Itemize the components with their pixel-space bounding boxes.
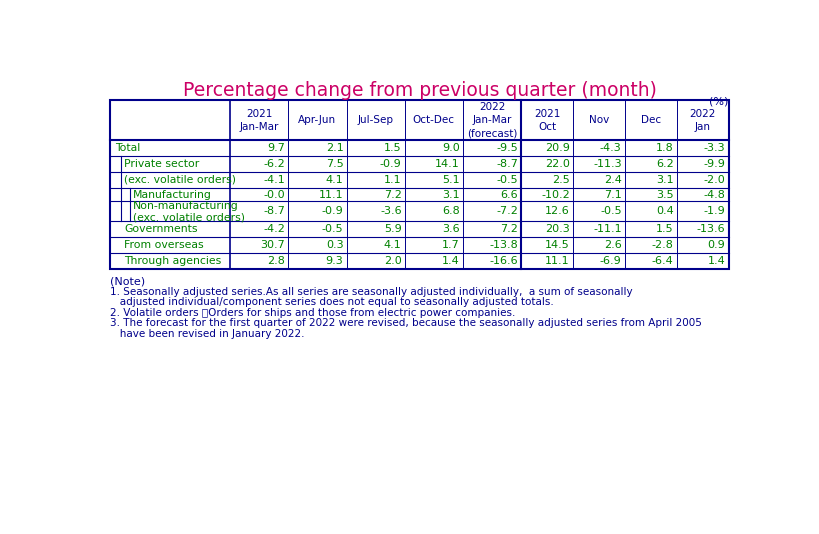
Text: 9.3: 9.3	[326, 256, 343, 266]
Text: -9.9: -9.9	[704, 159, 726, 169]
Text: 2022
Jan: 2022 Jan	[690, 109, 716, 132]
Text: (%): (%)	[709, 97, 729, 106]
Text: Nov: Nov	[589, 115, 609, 125]
Text: -7.2: -7.2	[496, 206, 518, 216]
Text: Private sector: Private sector	[124, 159, 199, 169]
Text: 2021
Oct: 2021 Oct	[534, 109, 560, 132]
Text: Percentage change from previous quarter (month): Percentage change from previous quarter …	[183, 81, 657, 100]
Text: 7.5: 7.5	[326, 159, 343, 169]
Text: 9.0: 9.0	[442, 143, 459, 153]
Text: 3. The forecast for the first quarter of 2022 were revised, because the seasonal: 3. The forecast for the first quarter of…	[110, 318, 702, 328]
Text: 1.1: 1.1	[384, 175, 401, 185]
Text: -3.6: -3.6	[380, 206, 401, 216]
Text: -11.3: -11.3	[593, 159, 622, 169]
Text: 3.6: 3.6	[442, 224, 459, 234]
Text: -6.4: -6.4	[652, 256, 673, 266]
Text: 1.7: 1.7	[442, 240, 459, 250]
Text: Total: Total	[115, 143, 140, 153]
Text: From overseas: From overseas	[124, 240, 204, 250]
Text: 3.1: 3.1	[656, 175, 673, 185]
Text: -0.5: -0.5	[322, 224, 343, 234]
Text: -0.0: -0.0	[264, 190, 285, 200]
Text: 2.1: 2.1	[326, 143, 343, 153]
Text: 2.6: 2.6	[604, 240, 622, 250]
Text: Jul-Sep: Jul-Sep	[358, 115, 394, 125]
Text: -0.5: -0.5	[496, 175, 518, 185]
Text: adjusted individual/component series does not equal to seasonally adjusted total: adjusted individual/component series doe…	[110, 297, 554, 308]
Text: 14.1: 14.1	[435, 159, 459, 169]
Text: (Note): (Note)	[110, 277, 145, 287]
Text: 2. Volatile orders ：Orders for ships and those from electric power companies.: 2. Volatile orders ：Orders for ships and…	[110, 308, 515, 318]
Text: -4.1: -4.1	[264, 175, 285, 185]
Text: -11.1: -11.1	[593, 224, 622, 234]
Text: 5.1: 5.1	[442, 175, 459, 185]
Text: Non-manufacturing
(exc. volatile orders): Non-manufacturing (exc. volatile orders)	[133, 201, 246, 222]
Text: have been revised in January 2022.: have been revised in January 2022.	[110, 328, 305, 339]
Text: 2021
Jan-Mar: 2021 Jan-Mar	[240, 109, 279, 132]
Text: -4.2: -4.2	[264, 224, 285, 234]
Text: 1.5: 1.5	[656, 224, 673, 234]
Text: Oct-Dec: Oct-Dec	[413, 115, 455, 125]
Text: 2022
Jan-Mar
(forecast): 2022 Jan-Mar (forecast)	[467, 102, 517, 138]
Text: 3.1: 3.1	[442, 190, 459, 200]
Text: -6.9: -6.9	[600, 256, 622, 266]
Text: -8.7: -8.7	[496, 159, 518, 169]
Text: -0.9: -0.9	[380, 159, 401, 169]
Text: 30.7: 30.7	[260, 240, 285, 250]
Text: 11.1: 11.1	[545, 256, 570, 266]
Text: 0.9: 0.9	[708, 240, 726, 250]
Text: 2.0: 2.0	[384, 256, 401, 266]
Text: -0.5: -0.5	[600, 206, 622, 216]
Text: Apr-Jun: Apr-Jun	[298, 115, 337, 125]
Text: -6.2: -6.2	[264, 159, 285, 169]
Text: 9.7: 9.7	[268, 143, 285, 153]
Text: 6.6: 6.6	[500, 190, 518, 200]
Text: 7.2: 7.2	[500, 224, 518, 234]
Text: -4.3: -4.3	[600, 143, 622, 153]
Bar	[110, 100, 729, 269]
Text: 2.4: 2.4	[604, 175, 622, 185]
Text: 1.5: 1.5	[384, 143, 401, 153]
Text: 4.1: 4.1	[326, 175, 343, 185]
Text: 11.1: 11.1	[319, 190, 343, 200]
Text: 6.2: 6.2	[656, 159, 673, 169]
Text: -0.9: -0.9	[322, 206, 343, 216]
Text: -13.6: -13.6	[697, 224, 726, 234]
Text: 7.1: 7.1	[604, 190, 622, 200]
Text: (exc. volatile orders): (exc. volatile orders)	[124, 175, 236, 185]
Text: -2.0: -2.0	[704, 175, 726, 185]
Text: Through agencies: Through agencies	[124, 256, 221, 266]
Text: -4.8: -4.8	[704, 190, 726, 200]
Text: 2.8: 2.8	[268, 256, 285, 266]
Text: Dec: Dec	[640, 115, 661, 125]
Text: 0.3: 0.3	[326, 240, 343, 250]
Text: 5.9: 5.9	[384, 224, 401, 234]
Text: -3.3: -3.3	[704, 143, 726, 153]
Text: 3.5: 3.5	[656, 190, 673, 200]
Text: 4.1: 4.1	[384, 240, 401, 250]
Text: -10.2: -10.2	[541, 190, 570, 200]
Text: 1.8: 1.8	[656, 143, 673, 153]
Text: 0.4: 0.4	[656, 206, 673, 216]
Text: 1.4: 1.4	[708, 256, 726, 266]
Text: Manufacturing: Manufacturing	[133, 190, 212, 200]
Text: 7.2: 7.2	[384, 190, 401, 200]
Text: -1.9: -1.9	[704, 206, 726, 216]
Text: 1.4: 1.4	[442, 256, 459, 266]
Text: 12.6: 12.6	[545, 206, 570, 216]
Text: -13.8: -13.8	[489, 240, 518, 250]
Text: -8.7: -8.7	[264, 206, 285, 216]
Text: -9.5: -9.5	[496, 143, 518, 153]
Text: 20.9: 20.9	[545, 143, 570, 153]
Text: Governments: Governments	[124, 224, 197, 234]
Text: -16.6: -16.6	[489, 256, 518, 266]
Text: 1. Seasonally adjusted series.As all series are seasonally adjusted individually: 1. Seasonally adjusted series.As all ser…	[110, 287, 633, 297]
Text: 20.3: 20.3	[545, 224, 570, 234]
Text: -2.8: -2.8	[652, 240, 673, 250]
Text: 22.0: 22.0	[545, 159, 570, 169]
Text: 2.5: 2.5	[552, 175, 570, 185]
Text: 6.8: 6.8	[442, 206, 459, 216]
Text: 14.5: 14.5	[545, 240, 570, 250]
